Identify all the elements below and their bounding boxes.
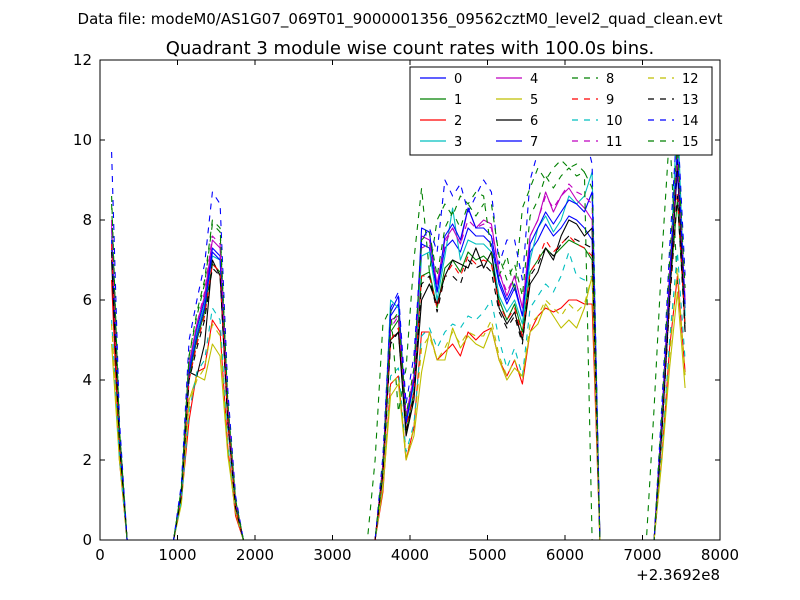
y-tick-label: 8	[82, 211, 92, 229]
series-line-10	[111, 251, 686, 540]
y-tick-label: 6	[82, 291, 92, 309]
plot-frame	[99, 59, 721, 541]
x-offset-label: +2.3692e8	[636, 566, 720, 584]
legend-label-12: 12	[682, 72, 699, 87]
legend-label-13: 13	[682, 93, 699, 108]
series-line-2	[111, 275, 686, 540]
series-line-15	[111, 143, 686, 540]
legend-label-11: 11	[606, 135, 623, 150]
legend-label-6: 6	[530, 114, 538, 129]
x-tick-label: 4000	[391, 546, 429, 564]
series-line-8	[111, 131, 678, 540]
x-tick-label: 7000	[623, 546, 661, 564]
x-tick-label: 0	[95, 546, 105, 564]
series-line-9	[111, 191, 686, 540]
y-tick-label: 0	[82, 531, 92, 549]
chart-title: Quadrant 3 module wise count rates with …	[166, 38, 655, 59]
axes: 0 1000 2000 3000 4000 5000 6000 7000 80000246810…	[73, 51, 739, 564]
y-tick-label: 4	[82, 371, 92, 389]
legend-label-7: 7	[530, 135, 538, 150]
legend-label-9: 9	[606, 93, 614, 108]
legend-label-0: 0	[454, 72, 462, 87]
legend-label-3: 3	[454, 135, 462, 150]
series-line-14	[111, 107, 686, 540]
legend-label-1: 1	[454, 93, 462, 108]
x-tick-label: 1000	[158, 546, 196, 564]
x-tick-label: 5000	[468, 546, 506, 564]
y-tick-label: 12	[73, 51, 92, 69]
series-layer	[111, 107, 686, 540]
series-line-11	[111, 155, 686, 540]
legend-label-8: 8	[606, 72, 614, 87]
x-tick-label: 8000	[701, 546, 739, 564]
series-line-7	[111, 147, 686, 540]
legend-label-15: 15	[682, 135, 699, 150]
y-tick-label: 10	[73, 131, 92, 149]
x-tick-label: 2000	[236, 546, 274, 564]
series-line-12	[111, 267, 686, 540]
legend-label-10: 10	[606, 114, 623, 129]
legend-label-14: 14	[682, 114, 699, 129]
y-tick-label: 2	[82, 451, 92, 469]
x-tick-label: 3000	[313, 546, 351, 564]
series-line-13	[111, 195, 686, 540]
legend-frame	[409, 66, 713, 156]
legend-label-2: 2	[454, 114, 462, 129]
x-tick-label: 6000	[546, 546, 584, 564]
legend-label-4: 4	[530, 72, 538, 87]
figure-suptitle: Data file: modeM0/AS1G07_069T01_90000013…	[78, 10, 723, 29]
legend-label-5: 5	[530, 93, 538, 108]
